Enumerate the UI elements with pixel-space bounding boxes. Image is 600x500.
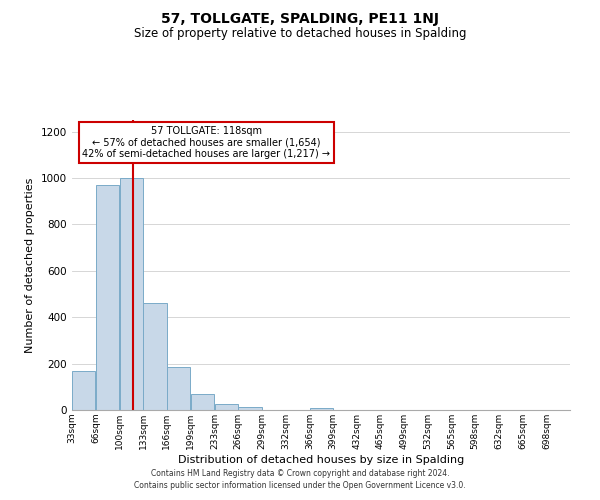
Text: 57, TOLLGATE, SPALDING, PE11 1NJ: 57, TOLLGATE, SPALDING, PE11 1NJ	[161, 12, 439, 26]
Bar	[95, 185, 119, 410]
Bar	[238, 406, 262, 410]
Text: 57 TOLLGATE: 118sqm
← 57% of detached houses are smaller (1,654)
42% of semi-det: 57 TOLLGATE: 118sqm ← 57% of detached ho…	[82, 126, 331, 159]
Bar	[215, 404, 238, 410]
Bar	[120, 178, 143, 410]
Text: Contains public sector information licensed under the Open Government Licence v3: Contains public sector information licen…	[134, 481, 466, 490]
Bar	[191, 394, 214, 410]
Bar	[72, 370, 95, 410]
Bar	[167, 367, 190, 410]
X-axis label: Distribution of detached houses by size in Spalding: Distribution of detached houses by size …	[178, 454, 464, 464]
Bar	[143, 304, 167, 410]
Text: Contains HM Land Registry data © Crown copyright and database right 2024.: Contains HM Land Registry data © Crown c…	[151, 468, 449, 477]
Text: Size of property relative to detached houses in Spalding: Size of property relative to detached ho…	[134, 28, 466, 40]
Y-axis label: Number of detached properties: Number of detached properties	[25, 178, 35, 352]
Bar	[310, 408, 333, 410]
